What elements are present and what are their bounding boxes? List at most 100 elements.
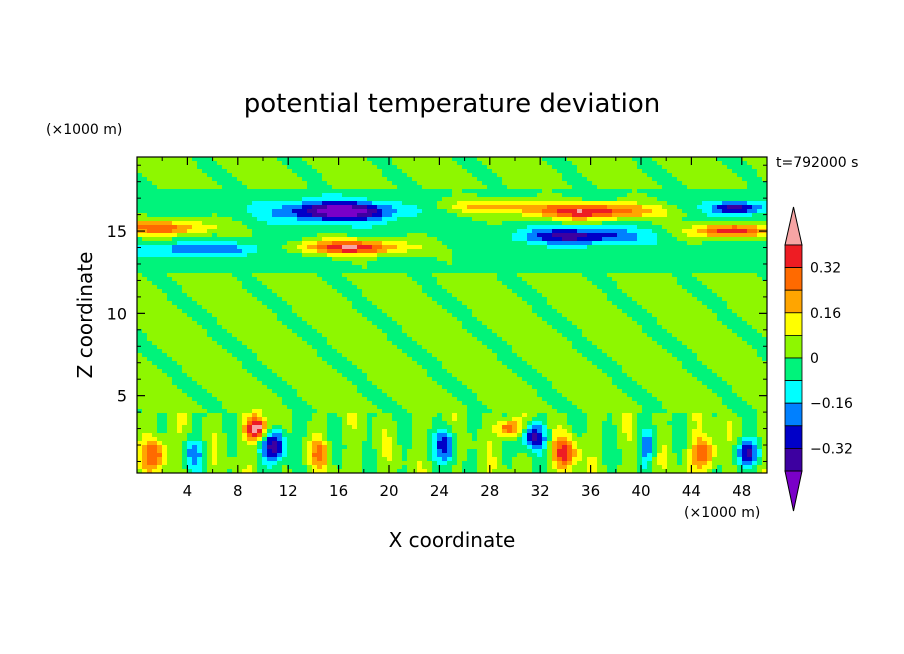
contour-cell	[372, 181, 378, 186]
contour-cell	[742, 229, 748, 234]
contour-cell	[682, 253, 688, 258]
contour-cell	[472, 305, 478, 310]
contour-cell	[742, 305, 748, 310]
contour-cell	[702, 293, 708, 298]
contour-cell	[417, 165, 423, 170]
contour-cell	[242, 177, 248, 182]
contour-cell	[467, 185, 473, 190]
contour-cell	[472, 237, 478, 242]
contour-cell	[217, 213, 223, 218]
contour-cell	[667, 297, 673, 302]
contour-cell	[612, 209, 618, 214]
contour-cell	[632, 233, 638, 238]
contour-cell	[237, 233, 243, 238]
contour-cell	[347, 237, 353, 242]
contour-cell	[367, 241, 373, 246]
contour-cell	[517, 237, 523, 242]
contour-cell	[262, 213, 268, 218]
contour-cell	[402, 285, 408, 290]
contour-cell	[297, 189, 303, 194]
contour-cell	[727, 189, 733, 194]
contour-cell	[757, 241, 763, 246]
contour-cell	[642, 241, 648, 246]
contour-cell	[372, 221, 378, 226]
contour-cell	[557, 161, 563, 166]
contour-cell	[347, 285, 353, 290]
contour-cell	[637, 241, 643, 246]
contour-cell	[417, 161, 423, 166]
contour-cell	[557, 269, 563, 274]
contour-cell	[522, 265, 528, 270]
contour-cell	[702, 193, 708, 198]
contour-cell	[602, 289, 608, 294]
contour-cell	[222, 189, 228, 194]
contour-cell	[757, 253, 763, 258]
contour-cell	[282, 249, 288, 254]
contour-cell	[317, 197, 323, 202]
contour-cell	[492, 245, 498, 250]
contour-cell	[402, 185, 408, 190]
contour-cell	[622, 285, 628, 290]
contour-cell	[472, 205, 478, 210]
contour-cell	[257, 181, 263, 186]
contour-cell	[432, 181, 438, 186]
contour-cell	[632, 305, 638, 310]
contour-cell	[192, 189, 198, 194]
contour-cell	[222, 217, 228, 222]
contour-cell	[272, 293, 278, 298]
contour-cell	[637, 285, 643, 290]
contour-cell	[372, 293, 378, 298]
contour-cell	[697, 209, 703, 214]
contour-cell	[387, 237, 393, 242]
contour-cell	[722, 173, 728, 178]
contour-cell	[292, 249, 298, 254]
contour-cell	[537, 217, 543, 222]
contour-cell	[422, 205, 428, 210]
contour-cell	[317, 277, 323, 282]
contour-cell	[142, 157, 148, 162]
contour-cell	[242, 157, 248, 162]
contour-cell	[282, 241, 288, 246]
contour-cell	[572, 217, 578, 222]
contour-cell	[552, 273, 558, 278]
contour-cell	[602, 265, 608, 270]
contour-cell	[547, 249, 553, 254]
contour-cell	[462, 257, 468, 262]
contour-cell	[477, 205, 483, 210]
contour-cell	[642, 217, 648, 222]
contour-cell	[252, 293, 258, 298]
contour-cell	[712, 281, 718, 286]
contour-cell	[392, 237, 398, 242]
contour-cell	[187, 185, 193, 190]
contour-cell	[752, 193, 758, 198]
contour-cell	[487, 281, 493, 286]
contour-cell	[427, 289, 433, 294]
contour-cell	[337, 181, 343, 186]
contour-cell	[172, 289, 178, 294]
contour-cell	[147, 265, 153, 270]
contour-cell	[287, 161, 293, 166]
contour-cell	[197, 229, 203, 234]
contour-cell	[567, 225, 573, 230]
contour-cell	[367, 217, 373, 222]
contour-cell	[197, 261, 203, 266]
contour-cell	[297, 305, 303, 310]
contour-cell	[487, 261, 493, 266]
contour-cell	[457, 273, 463, 278]
contour-cell	[337, 281, 343, 286]
contour-cell	[512, 165, 518, 170]
contour-cell	[542, 221, 548, 226]
contour-cell	[647, 277, 653, 282]
contour-cell	[647, 237, 653, 242]
contour-cell	[447, 177, 453, 182]
contour-cell	[387, 229, 393, 234]
contour-cell	[742, 273, 748, 278]
contour-cell	[392, 305, 398, 310]
contour-cell	[342, 285, 348, 290]
contour-cell	[632, 201, 638, 206]
contour-cell	[297, 233, 303, 238]
contour-cell	[342, 245, 348, 250]
contour-cell	[427, 197, 433, 202]
contour-cell	[282, 181, 288, 186]
contour-cell	[482, 213, 488, 218]
